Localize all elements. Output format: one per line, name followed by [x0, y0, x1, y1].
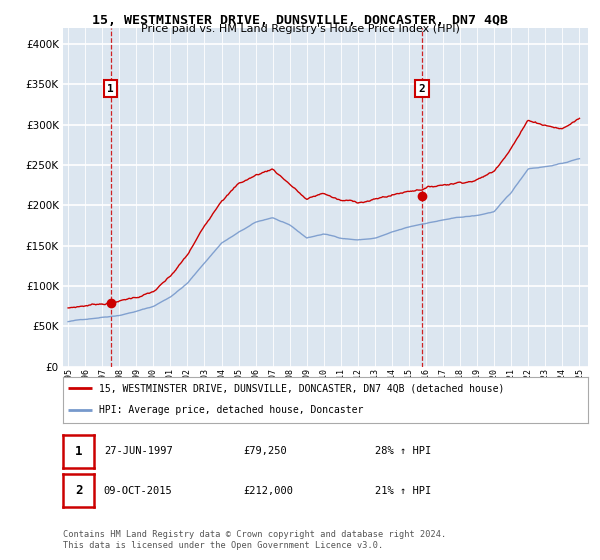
Text: Contains HM Land Registry data © Crown copyright and database right 2024.: Contains HM Land Registry data © Crown c…: [63, 530, 446, 539]
Text: 28% ↑ HPI: 28% ↑ HPI: [375, 446, 431, 456]
Text: 21% ↑ HPI: 21% ↑ HPI: [375, 486, 431, 496]
Text: 15, WESTMINSTER DRIVE, DUNSVILLE, DONCASTER, DN7 4QB (detached house): 15, WESTMINSTER DRIVE, DUNSVILLE, DONCAS…: [98, 384, 504, 393]
Text: 15, WESTMINSTER DRIVE, DUNSVILLE, DONCASTER, DN7 4QB: 15, WESTMINSTER DRIVE, DUNSVILLE, DONCAS…: [92, 14, 508, 27]
Text: 1: 1: [107, 83, 114, 94]
Text: 1: 1: [75, 445, 82, 458]
Text: This data is licensed under the Open Government Licence v3.0.: This data is licensed under the Open Gov…: [63, 541, 383, 550]
Text: 09-OCT-2015: 09-OCT-2015: [104, 486, 173, 496]
Text: 27-JUN-1997: 27-JUN-1997: [104, 446, 173, 456]
Text: HPI: Average price, detached house, Doncaster: HPI: Average price, detached house, Donc…: [98, 405, 363, 415]
Text: 2: 2: [75, 484, 82, 497]
Text: £79,250: £79,250: [243, 446, 287, 456]
Text: Price paid vs. HM Land Registry's House Price Index (HPI): Price paid vs. HM Land Registry's House …: [140, 24, 460, 34]
Text: 2: 2: [419, 83, 425, 94]
Text: £212,000: £212,000: [243, 486, 293, 496]
